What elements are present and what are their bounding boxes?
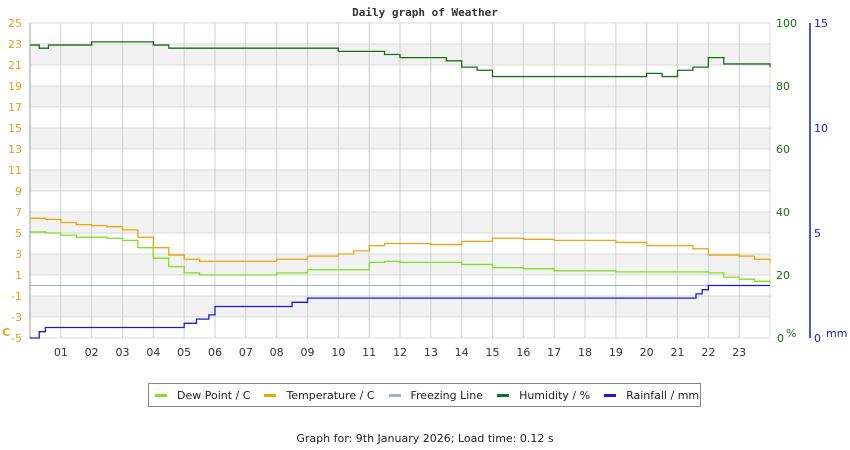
x-tick-label: 17	[547, 346, 561, 359]
x-tick-label: 18	[578, 346, 592, 359]
y-tick-label-temperature: 7	[15, 206, 22, 219]
series-line-rainfall	[30, 284, 770, 339]
y-tick-label-rainfall: 10	[814, 122, 828, 135]
temperature-swatch-icon	[264, 393, 277, 397]
y-tick-label-temperature: 25	[8, 17, 22, 30]
freezing-line-swatch-icon	[388, 393, 401, 397]
x-tick-label: 14	[455, 346, 469, 359]
x-tick-label: 12	[393, 346, 407, 359]
x-tick-label: 05	[177, 346, 191, 359]
x-tick-label: 20	[640, 346, 654, 359]
dew-point-swatch-icon	[155, 393, 167, 397]
y-tick-label-rainfall: 5	[814, 227, 821, 240]
x-tick-label: 19	[609, 346, 623, 359]
legend-label: Temperature / C	[286, 388, 375, 402]
y-tick-label-humidity: 0	[777, 332, 784, 345]
x-tick-label: 10	[331, 346, 345, 359]
y-tick-label-temperature: 9	[15, 185, 22, 198]
y-tick-label-temperature: 11	[8, 164, 22, 177]
y-tick-label-temperature: 17	[8, 101, 22, 114]
y-axis-label-celsius: C	[2, 326, 10, 339]
y-tick-label-temperature: -3	[11, 311, 22, 324]
x-tick-label: 01	[54, 346, 68, 359]
legend-item-humidity: Humidity / %	[497, 389, 590, 402]
y-tick-label-temperature: 23	[8, 38, 22, 51]
legend-label: Dew Point / C	[177, 388, 251, 402]
y-tick-label-humidity: 80	[776, 80, 790, 93]
series-line-dew	[30, 231, 771, 284]
chart-legend: Dew Point / C Temperature / C Freezing L…	[148, 383, 701, 407]
y-tick-label-temperature: 19	[8, 80, 22, 93]
y-axis-label-mm: mm	[826, 327, 847, 340]
x-tick-label: 21	[671, 346, 685, 359]
x-tick-label: 09	[301, 346, 315, 359]
legend-label: Humidity / %	[519, 388, 591, 402]
legend-item-dew-point: Dew Point / C	[155, 389, 250, 402]
x-tick-label: 04	[146, 346, 160, 359]
y-tick-label-temperature: 5	[15, 227, 22, 240]
series-line-temperature	[30, 217, 771, 263]
x-tick-label: 03	[116, 346, 130, 359]
y-tick-label-temperature: 3	[15, 248, 22, 261]
graph-footer: Graph for: 9th January 2026; Load time: …	[296, 432, 554, 445]
rainfall-swatch-icon	[604, 393, 617, 397]
y-tick-label-temperature: 15	[8, 122, 22, 135]
x-tick-label: 02	[85, 346, 99, 359]
weather-chart-plot: 01 02 03 04 05 06 07 08 09 10 11 12 13 14 15 16 17 18 19 20…	[2, 17, 847, 359]
y-tick-label-humidity: 20	[776, 269, 790, 282]
y-tick-label-temperature: 13	[8, 143, 22, 156]
legend-item-temperature: Temperature / C	[264, 388, 375, 402]
x-tick-label: 07	[239, 346, 253, 359]
y-axis-label-percent: %	[786, 327, 796, 340]
y-tick-label-humidity: 40	[776, 206, 790, 219]
x-tick-label: 06	[208, 346, 222, 359]
y-tick-label-humidity: 60	[776, 143, 790, 156]
legend-label: Freezing Line	[410, 388, 484, 402]
x-tick-label: 23	[732, 346, 746, 359]
x-tick-label: 15	[486, 346, 500, 359]
legend-item-rainfall: Rainfall / mm	[604, 389, 699, 402]
series-line-humidity	[30, 41, 771, 78]
y-tick-label-temperature: -5	[11, 332, 22, 345]
y-tick-label-humidity: 100	[776, 17, 797, 30]
y-tick-label-temperature: -1	[11, 290, 22, 303]
humidity-swatch-icon	[497, 393, 510, 397]
y-tick-label-rainfall: 15	[814, 17, 828, 30]
x-tick-label: 22	[701, 346, 715, 359]
y-tick-label-rainfall: 0	[814, 332, 821, 345]
y-tick-label-temperature: 1	[15, 269, 22, 282]
chart-title: Daily graph of Weather	[352, 6, 498, 19]
x-tick-label: 16	[516, 346, 530, 359]
y-tick-label-temperature: 21	[8, 59, 22, 72]
x-tick-label: 13	[424, 346, 438, 359]
legend-label: Rainfall / mm	[626, 388, 700, 402]
legend-item-freezing-line: Freezing Line	[388, 388, 484, 402]
x-tick-label: 11	[362, 346, 376, 359]
x-tick-label: 08	[270, 346, 284, 359]
